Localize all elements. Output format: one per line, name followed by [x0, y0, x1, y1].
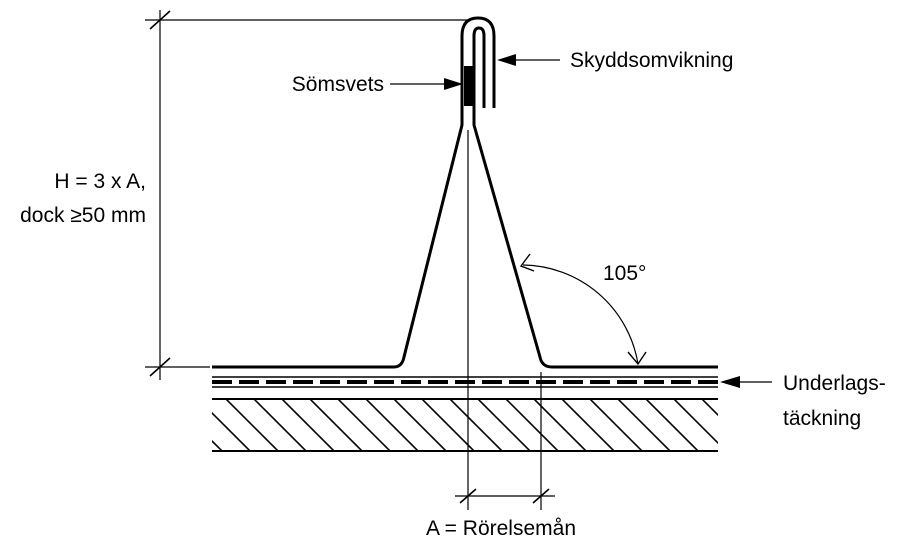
substrate-hatching [212, 399, 782, 451]
hatch-line [281, 399, 335, 451]
hatch-line [253, 399, 307, 451]
height-dimension [145, 10, 468, 380]
hatch-line [617, 399, 671, 451]
substrate [212, 398, 782, 452]
hatch-line [449, 399, 503, 451]
label-underlag-line2: täckning [783, 407, 861, 430]
hatch-line [225, 399, 279, 451]
hatch-line [477, 399, 531, 451]
hatch-line [365, 399, 419, 451]
movement-dimension [455, 488, 555, 504]
label-skyddsomvikning: Skyddsomvikning [570, 49, 733, 72]
hatch-line [212, 411, 251, 451]
label-somsvets: Sömsvets [292, 73, 384, 96]
hatch-line [309, 399, 363, 451]
hatch-line [212, 439, 223, 451]
hatch-line [505, 399, 559, 451]
hatch-line [337, 399, 391, 451]
hatch-line [673, 399, 718, 445]
somsvets-leader [390, 78, 463, 90]
label-height-line2: dock ≥50 mm [20, 204, 146, 227]
label-angle: 105° [603, 262, 646, 285]
hatch-line [393, 399, 447, 451]
hatch-line [701, 399, 718, 417]
hatch-line [561, 399, 615, 451]
underlag-leader [720, 376, 772, 388]
hatch-line [730, 399, 782, 451]
underlay-sheet [212, 376, 718, 388]
standing-seam-profile [212, 16, 496, 369]
hatch-line [421, 399, 475, 451]
hatch-line [645, 399, 699, 451]
angle-indicator [519, 253, 647, 366]
standing-seam-profile-right [472, 26, 718, 369]
label-underlag-line1: Underlags- [783, 372, 886, 395]
seam-weld-mark [464, 66, 473, 106]
skyddsomvikning-leader [497, 54, 560, 66]
label-movement: A = Rörelsemån [426, 517, 576, 540]
hatch-line [589, 399, 643, 451]
hatch-line [533, 399, 587, 451]
label-height-line1: H = 3 x A, [54, 170, 146, 193]
